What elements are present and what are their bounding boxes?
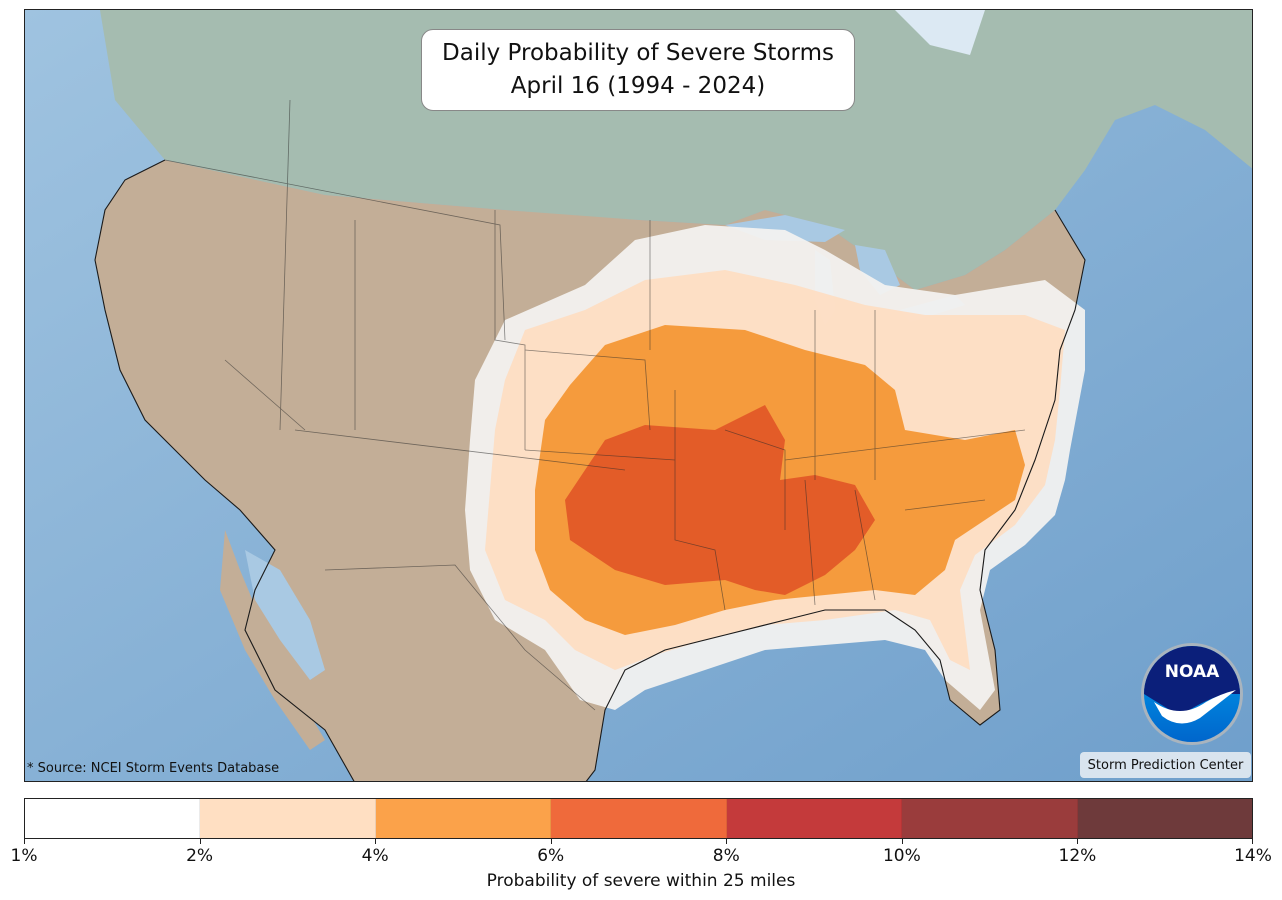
colorbar-tick: [24, 838, 25, 844]
colorbar-segment: [25, 799, 201, 838]
contour-6pct: [565, 405, 875, 595]
colorbar-segment: [551, 799, 727, 838]
severe-storm-probability-map: [25, 10, 1252, 781]
colorbar: [24, 798, 1253, 839]
gulf-of-california: [245, 550, 325, 680]
colorbar-tick-label: 2%: [186, 846, 214, 866]
hudson-bay: [895, 10, 985, 55]
state-borders: [164, 99, 1026, 711]
baja-peninsula: [220, 530, 325, 750]
colorbar-tick: [1252, 838, 1253, 844]
noaa-logo-icon: NOAA: [1141, 643, 1243, 745]
colorbar-segment: [726, 799, 903, 838]
credit-label: Storm Prediction Center: [1080, 752, 1251, 778]
colorbar-segment: [375, 799, 552, 838]
noaa-logo-text: NOAA: [1165, 662, 1220, 682]
map-title-line2: April 16 (1994 - 2024): [510, 73, 766, 99]
colorbar-tick-label: 1%: [10, 846, 38, 866]
map-panel: [24, 9, 1253, 782]
source-note: * Source: NCEI Storm Events Database: [27, 761, 280, 776]
map-title-box: Daily Probability of Severe Storms April…: [421, 29, 855, 111]
colorbar-tick: [901, 838, 903, 844]
colorbar-tick-label: 10%: [882, 846, 921, 866]
colorbar-tick: [1077, 838, 1079, 844]
colorbar-tick-label: 6%: [537, 846, 565, 866]
colorbar-tick-label: 4%: [361, 846, 389, 866]
colorbar-tick-label: 8%: [712, 846, 740, 866]
canada-land: [100, 10, 1252, 290]
coastline: [94, 159, 1086, 781]
colorbar-tick: [550, 838, 552, 844]
lake-huron: [855, 245, 900, 295]
map-title-line1: Daily Probability of Severe Storms: [442, 40, 834, 66]
colorbar-segment: [200, 799, 376, 838]
colorbar-segment: [1077, 799, 1252, 838]
colorbar-tick-label: 14%: [1234, 846, 1272, 866]
colorbar-segment: [902, 799, 1078, 838]
colorbar-caption: Probability of severe within 25 miles: [486, 871, 796, 891]
colorbar-tick-label: 12%: [1058, 846, 1097, 866]
colorbar-tick: [726, 838, 728, 844]
colorbar-tick: [375, 838, 377, 844]
colorbar-tick: [199, 838, 201, 844]
